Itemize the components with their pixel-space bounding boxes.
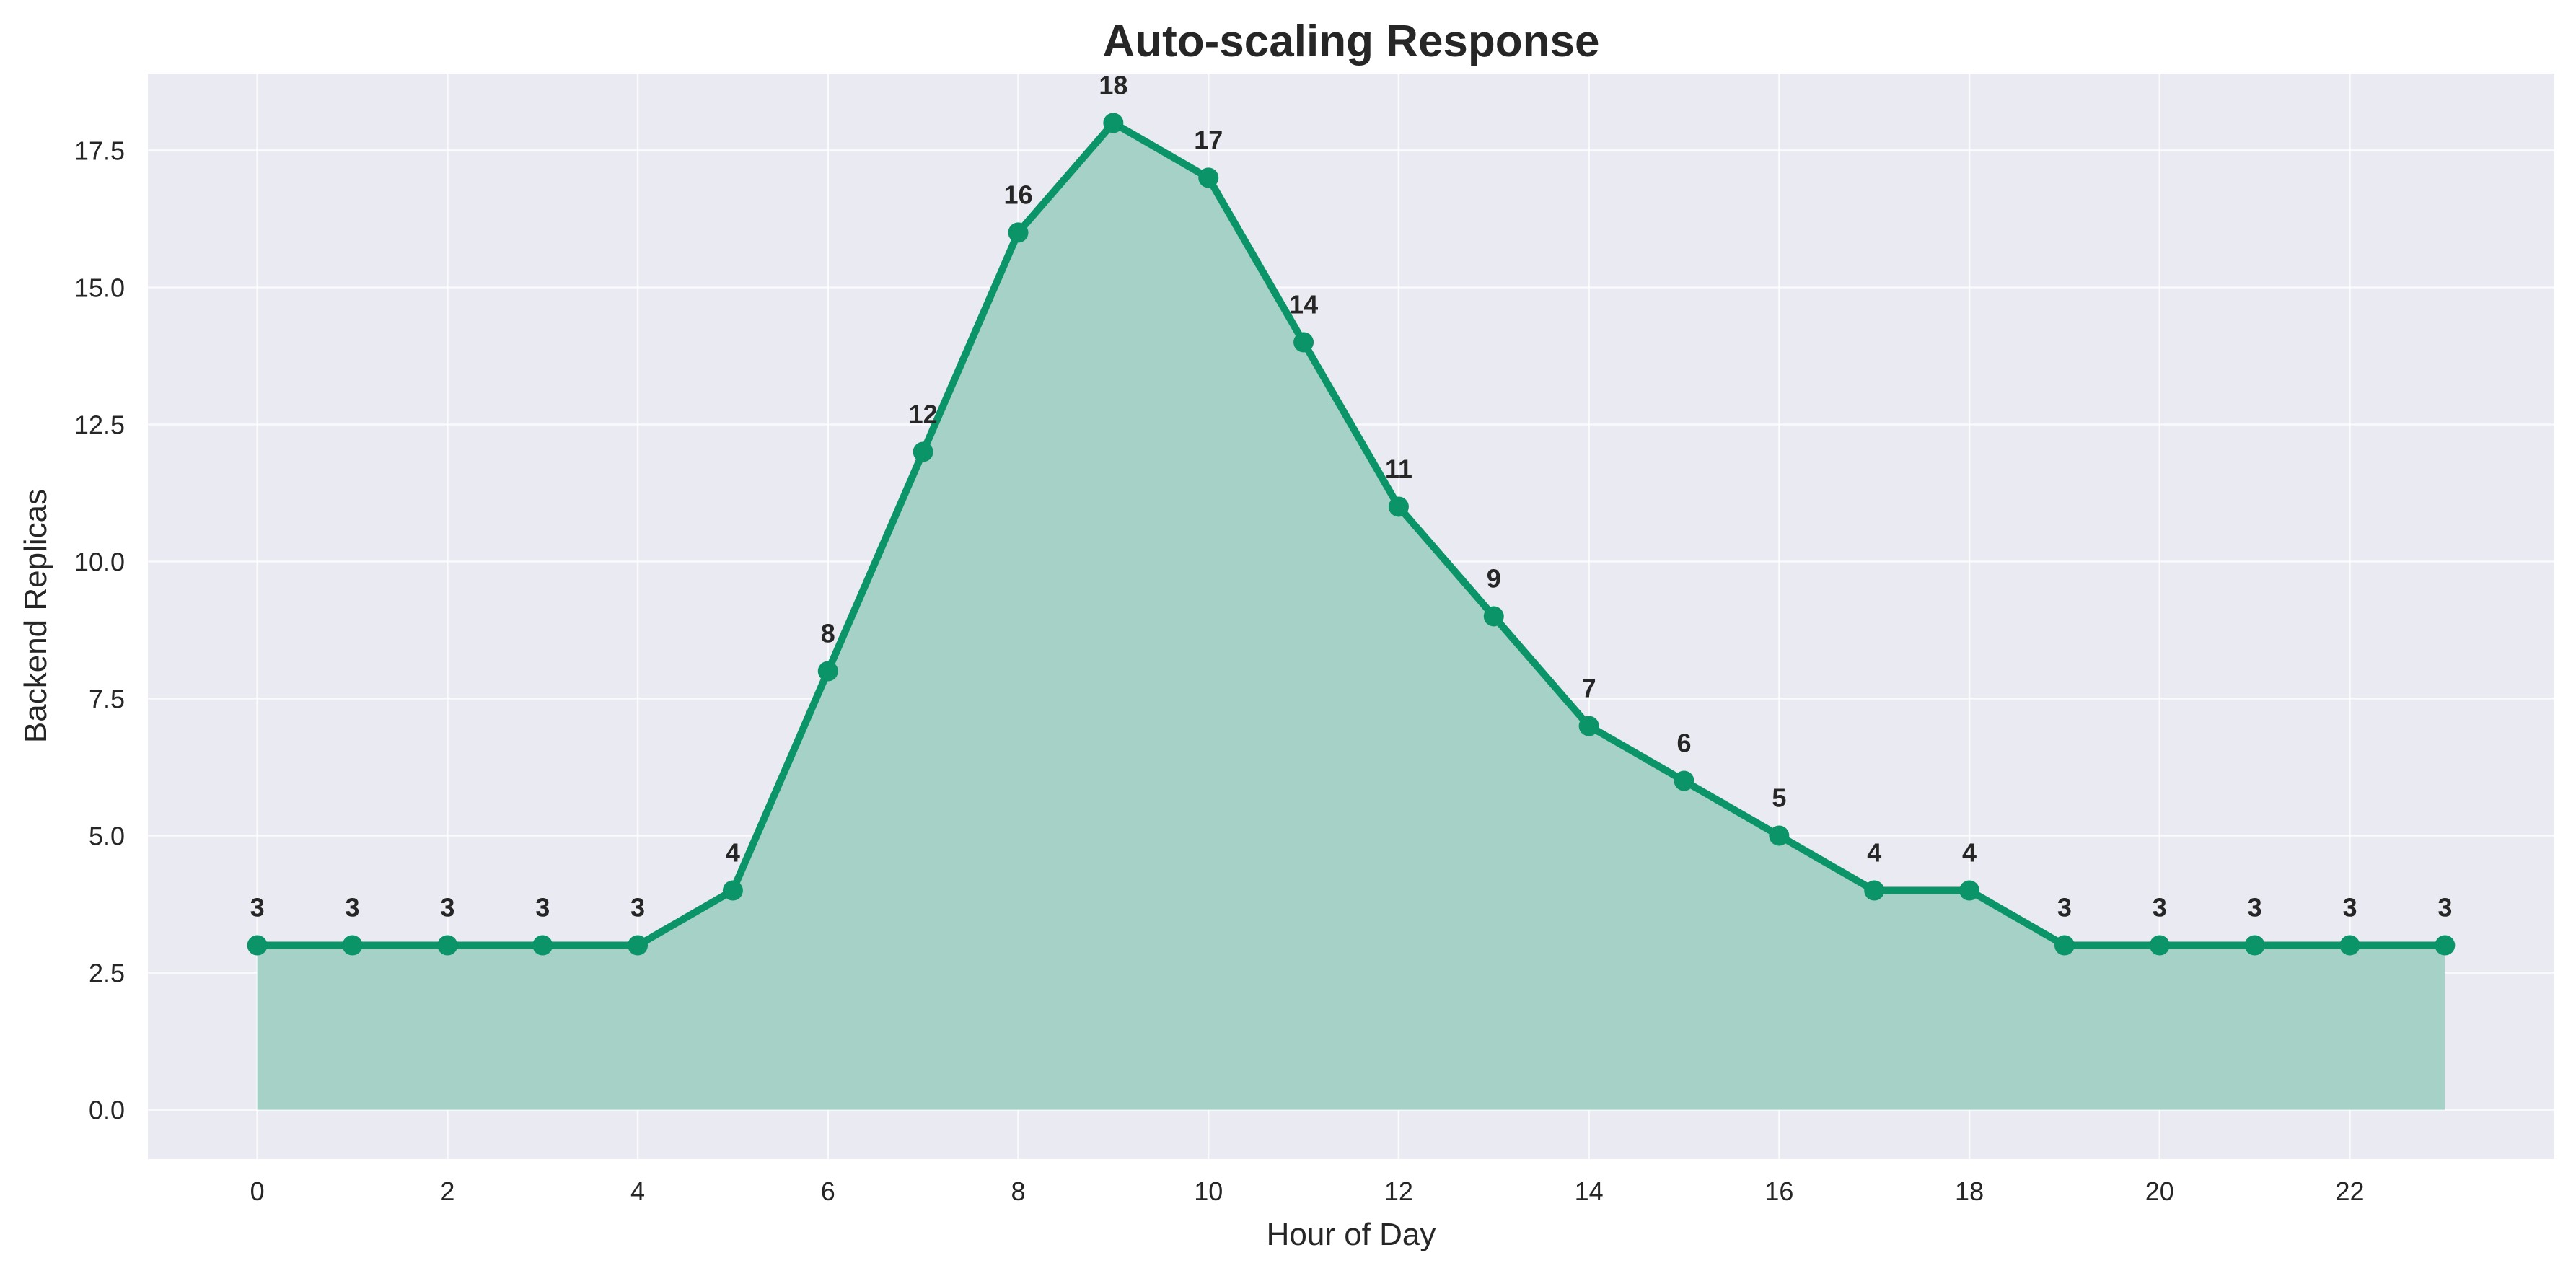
data-point: [437, 935, 458, 956]
data-point: [342, 935, 363, 956]
x-tick-label: 14: [1575, 1176, 1604, 1206]
data-point: [1483, 606, 1504, 627]
x-tick-label: 0: [250, 1176, 265, 1206]
x-tick-label: 16: [1764, 1176, 1793, 1206]
data-point: [532, 935, 553, 956]
data-point: [1959, 880, 1980, 901]
data-point: [2149, 935, 2170, 956]
data-label: 3: [250, 893, 265, 923]
y-axis-ticks: 0.0 2.5 5.0 7.5 10.0 12.5 15.0 17.5: [74, 136, 125, 1125]
data-point: [2339, 935, 2360, 956]
data-label: 4: [1962, 838, 1977, 868]
data-label: 3: [440, 893, 454, 923]
data-label: 3: [345, 893, 359, 923]
data-label: 3: [2153, 893, 2167, 923]
x-tick-label: 22: [2335, 1176, 2364, 1206]
x-tick-label: 4: [630, 1176, 645, 1206]
data-label: 7: [1582, 674, 1596, 703]
y-tick-label: 17.5: [74, 136, 125, 165]
data-point: [722, 880, 743, 901]
data-point: [817, 661, 838, 682]
data-point: [1103, 113, 1124, 133]
data-label: 3: [2248, 893, 2262, 923]
data-label: 17: [1194, 125, 1223, 154]
data-label: 14: [1289, 289, 1318, 319]
x-tick-label: 8: [1011, 1176, 1025, 1206]
y-tick-label: 10.0: [74, 547, 125, 576]
data-label: 11: [1385, 454, 1412, 483]
data-point: [2244, 935, 2265, 956]
data-point: [2435, 935, 2456, 956]
data-labels: 3 3 3 3 3 4 8 12 16 18 17 14 11 9 7 6 5 4 4 3 3 3 3 3: [250, 70, 2453, 922]
chart-title: Auto-scaling Response: [1103, 17, 1600, 66]
y-tick-label: 15.0: [74, 273, 125, 302]
data-label: 12: [909, 399, 938, 428]
y-tick-label: 2.5: [89, 959, 125, 988]
data-point: [1864, 880, 1885, 901]
data-label: 5: [1772, 783, 1786, 813]
y-tick-label: 0.0: [89, 1096, 125, 1125]
data-label: 3: [2342, 893, 2357, 923]
x-axis-ticks: 0 2 4 6 8 10 12 14 16 18 20 22: [250, 1176, 2365, 1206]
data-label: 6: [1676, 729, 1691, 758]
x-tick-label: 20: [2145, 1176, 2174, 1206]
data-point: [1578, 716, 1599, 736]
area-fill-layer: [257, 123, 2445, 1110]
data-point: [2054, 935, 2075, 956]
x-tick-label: 12: [1384, 1176, 1413, 1206]
series-line: [253, 119, 2449, 949]
y-tick-label: 5.0: [89, 822, 125, 851]
data-label: 9: [1487, 564, 1501, 594]
data-label: 3: [630, 893, 645, 923]
data-points: [247, 113, 2456, 956]
x-tick-label: 2: [440, 1176, 454, 1206]
data-label: 4: [726, 838, 740, 868]
x-tick-label: 18: [1955, 1176, 1984, 1206]
data-point: [1293, 332, 1314, 353]
y-tick-label: 12.5: [74, 410, 125, 439]
y-axis-label: Backend Replicas: [18, 489, 53, 743]
data-point: [247, 935, 268, 956]
data-label: 3: [535, 893, 550, 923]
data-label: 8: [821, 619, 835, 648]
data-label: 3: [2057, 893, 2072, 923]
area-fill: [257, 123, 2445, 1110]
data-point: [1388, 496, 1409, 517]
x-axis-label: Hour of Day: [1267, 1217, 1436, 1252]
x-tick-label: 6: [821, 1176, 835, 1206]
data-point: [913, 441, 933, 462]
x-tick-label: 10: [1194, 1176, 1223, 1206]
data-label: 18: [1099, 70, 1127, 100]
y-tick-label: 7.5: [89, 685, 125, 714]
data-point: [1198, 167, 1219, 188]
data-label: 16: [1003, 180, 1032, 209]
data-point: [1008, 222, 1029, 243]
data-point: [628, 935, 649, 956]
data-point: [1674, 770, 1694, 791]
data-label: 4: [1867, 838, 1881, 868]
data-label: 3: [2437, 893, 2452, 923]
data-point: [1769, 825, 1790, 846]
series-line-layer: [253, 119, 2449, 949]
